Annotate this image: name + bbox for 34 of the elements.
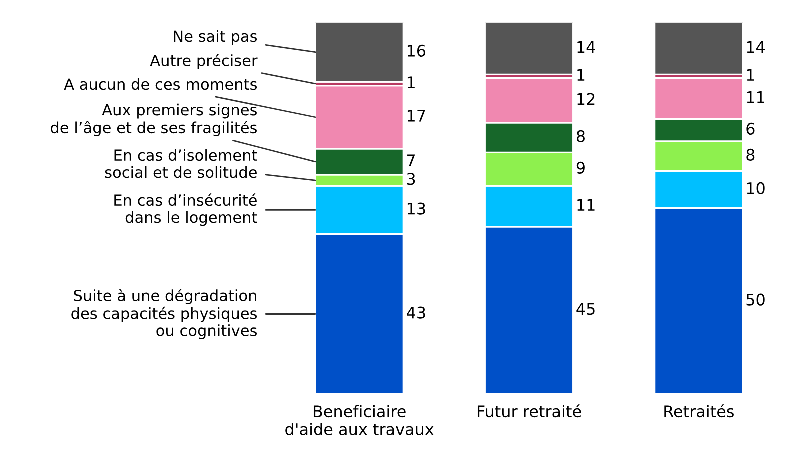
data-label: 10 — [747, 182, 765, 194]
x-tick-label: Beneficiaire d'aide aux travaux — [286, 405, 434, 436]
text: Suite à une dégradation des capacités physiques ou cognitives — [72, 289, 258, 340]
data-label: 9 — [576, 162, 585, 174]
data-label: 11 — [747, 92, 764, 104]
text: A aucun de ces moments — [64, 78, 258, 90]
text: Aux premiers signes de l’âge et de ses fragilités — [51, 104, 258, 137]
data-label: 6 — [746, 122, 755, 136]
text: En cas d’isolement social et de solitude — [105, 149, 258, 178]
data-label: 3 — [407, 173, 416, 186]
data-label: 8 — [746, 148, 755, 162]
x-tick-label: Futur retraité — [478, 404, 582, 418]
data-label: 1 — [747, 69, 754, 81]
text: En cas d’insécurité dans le logement — [114, 194, 258, 226]
data-label: 1 — [408, 76, 415, 88]
data-label: 13 — [408, 202, 426, 215]
text: Autre préciser — [150, 54, 258, 70]
data-label: 7 — [408, 154, 416, 166]
text: Ne sait pas — [174, 30, 258, 46]
data-label: 14 — [578, 41, 596, 54]
x-tick-label: Retraités — [664, 404, 734, 418]
data-label: 12 — [578, 93, 595, 106]
data-label: 8 — [576, 130, 585, 142]
data-label: 16 — [408, 44, 426, 57]
data-label: 50 — [746, 294, 765, 306]
data-label: 11 — [578, 199, 595, 211]
data-label: 1 — [578, 69, 585, 81]
data-label: 14 — [747, 41, 766, 54]
data-label: 17 — [408, 110, 426, 122]
bar — [654, 22, 744, 76]
data-label: 45 — [576, 303, 595, 316]
data-label: 43 — [407, 306, 426, 319]
bar — [484, 22, 574, 76]
bar — [314, 22, 405, 83]
